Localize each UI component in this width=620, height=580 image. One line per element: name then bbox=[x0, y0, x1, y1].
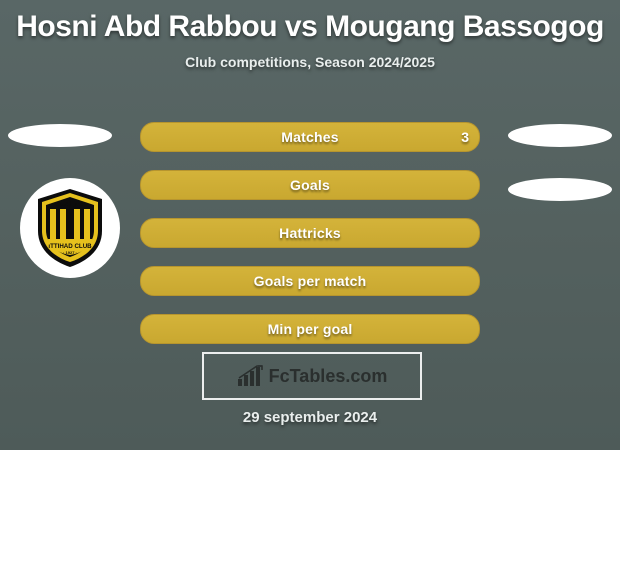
stat-label: Hattricks bbox=[279, 225, 341, 241]
stat-row-min-per-goal: Min per goal bbox=[140, 314, 480, 344]
comparison-card: Hosni Abd Rabbou vs Mougang Bassogog Clu… bbox=[0, 0, 620, 450]
stat-row-hattricks: Hattricks bbox=[140, 218, 480, 248]
stat-row-matches: Matches 3 bbox=[140, 122, 480, 152]
brand-frame: FcTables.com bbox=[202, 352, 422, 400]
stats-rows: Matches 3 Goals Hattricks Goals per matc… bbox=[140, 122, 480, 362]
fctables-logo-icon bbox=[237, 365, 263, 387]
stat-label: Matches bbox=[281, 129, 338, 145]
page-title: Hosni Abd Rabbou vs Mougang Bassogog bbox=[0, 0, 620, 44]
crest-arabic-name: نادي الاتحاد bbox=[56, 201, 84, 208]
footer-date: 29 september 2024 bbox=[0, 409, 620, 426]
page-subtitle: Club competitions, Season 2024/2025 bbox=[0, 54, 620, 70]
player-left-photo-placeholder bbox=[8, 124, 112, 147]
ittihad-club-crest-icon: ıTTIHAD CLUB · 1927 · نادي الاتحاد bbox=[34, 187, 106, 269]
stat-value-right: 3 bbox=[461, 123, 469, 151]
stat-label: Goals per match bbox=[254, 273, 367, 289]
player-left-club-badge: ıTTIHAD CLUB · 1927 · نادي الاتحاد bbox=[20, 178, 120, 278]
stat-row-goals-per-match: Goals per match bbox=[140, 266, 480, 296]
player-right-photo-placeholder bbox=[508, 124, 612, 147]
stat-label: Goals bbox=[290, 177, 330, 193]
stat-label: Min per goal bbox=[268, 321, 353, 337]
stat-row-goals: Goals bbox=[140, 170, 480, 200]
brand-text: FcTables.com bbox=[269, 366, 388, 387]
player-right-club-placeholder bbox=[508, 178, 612, 201]
crest-club-name: ıTTIHAD CLUB bbox=[48, 243, 92, 250]
svg-text:· 1927 ·: · 1927 · bbox=[63, 250, 77, 255]
